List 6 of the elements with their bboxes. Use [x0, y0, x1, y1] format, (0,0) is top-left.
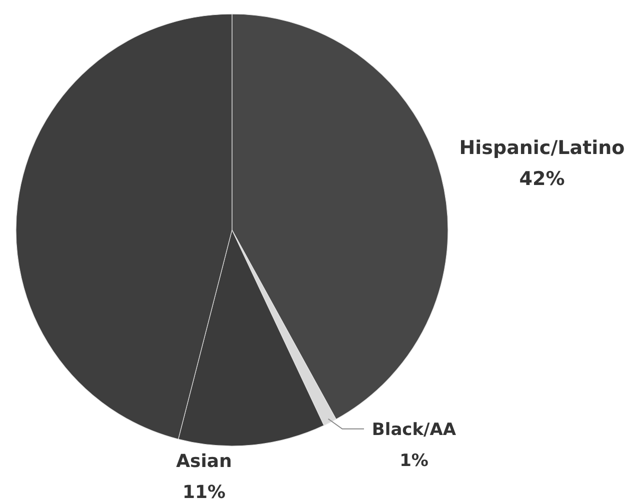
slice-label: Black/AA: [372, 420, 457, 440]
data-label: 1%: [400, 451, 428, 471]
data-label: 11%: [182, 482, 226, 503]
data-label: 42%: [519, 168, 565, 190]
slice-label: Hispanic/Latino: [459, 137, 625, 159]
slice-label: Asian: [176, 451, 232, 472]
